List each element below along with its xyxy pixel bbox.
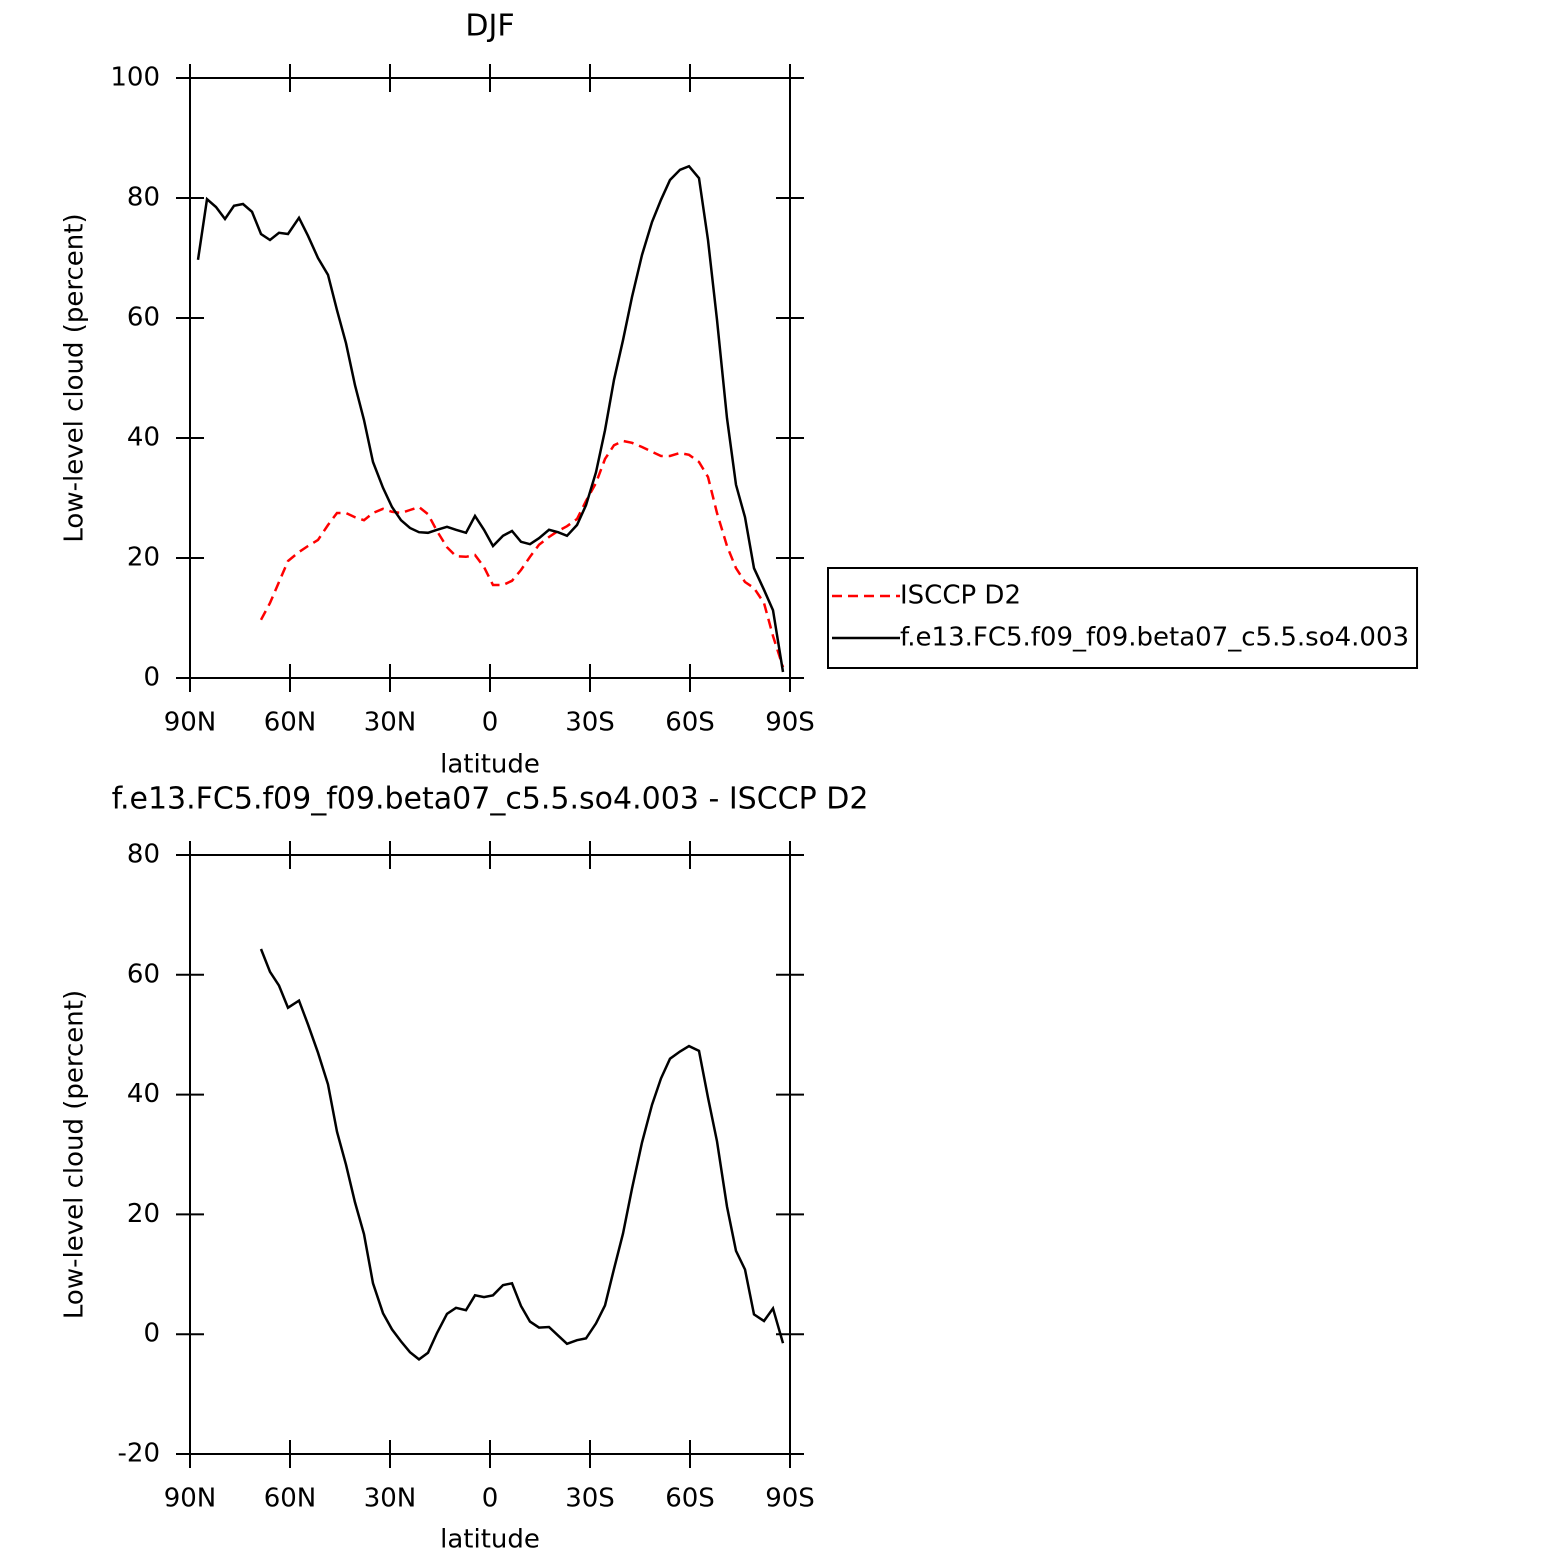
chart-title: f.e13.FC5.f09_f09.beta07_c5.5.so4.003 - … [112,782,869,817]
y-tick-label: 60 [127,959,160,989]
x-tick-label: 60S [665,1484,715,1514]
y-tick-label: 80 [127,840,160,870]
y-axis-label: Low-level cloud (percent) [60,990,90,1319]
chart-title: DJF [465,9,514,44]
x-tick-label: 90S [765,708,815,738]
x-tick-label: 90N [164,1484,217,1514]
data-line [196,164,785,673]
plot-frame [189,77,791,679]
x-tick-label: 0 [482,1484,499,1514]
x-tick-label: 60N [264,708,317,738]
x-tick-label: 30N [364,708,417,738]
x-tick-label: 30S [565,708,615,738]
y-tick-label: 100 [110,63,160,93]
y-tick-label: 60 [127,303,160,333]
x-tick-label: 30S [565,1484,615,1514]
legend: ISCCP D2 f.e13.FC5.f09_f09.beta07_c5.5.so… [827,567,1419,669]
data-line [259,439,785,668]
y-axis-label: Low-level cloud (percent) [60,213,90,542]
y-tick-label: -20 [118,1439,160,1469]
legend-box [827,567,1419,669]
x-axis-label: latitude [440,1525,540,1555]
x-axis-label: latitude [440,750,540,780]
x-tick-label: 90N [164,708,217,738]
y-tick-label: 40 [127,1079,160,1109]
y-tick-label: 20 [127,1199,160,1229]
plot-frame [189,854,791,1455]
x-tick-label: 60N [264,1484,317,1514]
y-tick-label: 80 [127,183,160,213]
y-tick-label: 0 [143,1319,160,1349]
x-tick-label: 90S [765,1484,815,1514]
x-tick-label: 0 [482,708,499,738]
legend-label: ISCCP D2 [900,581,1021,611]
legend-label: f.e13.FC5.f09_f09.beta07_c5.5.so4.003 [900,623,1409,653]
y-tick-label: 0 [143,663,160,693]
y-tick-label: 40 [127,423,160,453]
data-line [259,948,785,1361]
y-tick-label: 20 [127,543,160,573]
x-tick-label: 60S [665,708,715,738]
x-tick-label: 30N [364,1484,417,1514]
